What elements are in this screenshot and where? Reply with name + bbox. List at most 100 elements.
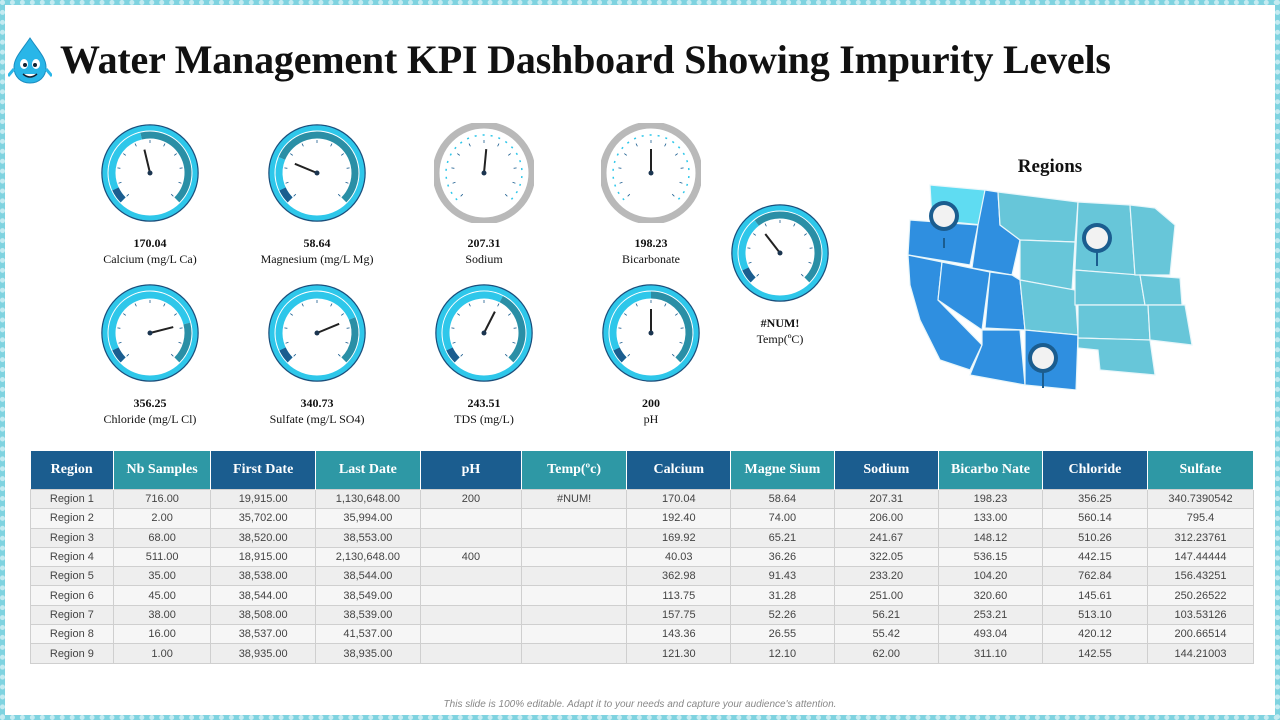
table-row: Region 6 45.00 38,544.00 38,549.00 113.75 31.… [30,585,1254,606]
table-row: Region 1 716.00 19,915.00 1,130,648.00 200 #N… [30,488,1254,510]
table-cell: 356.25 [1041,488,1149,510]
map-region-utah[interactable] [984,271,1026,331]
table-cell [520,585,628,606]
gauge-needle [483,311,496,334]
table-cell: 52.26 [730,604,835,626]
table-cell: 38,544.00 [314,566,421,587]
table-cell: 65.21 [730,527,835,548]
column-header[interactable]: Last Date [315,451,421,490]
column-header[interactable]: Nb Samples [113,451,212,490]
table-cell: 2.00 [112,508,212,529]
gauge-label: Calcium (mg/L Ca) [103,252,197,266]
gauge-value: 243.51 [467,396,501,410]
column-header[interactable]: Temp(ºc) [521,451,628,490]
map-pin-icon[interactable] [929,201,959,248]
table-cell: Region 6 [30,585,114,606]
table-cell: 144.21003 [1147,643,1254,664]
table-cell: 41,537.00 [314,624,421,645]
table-cell: 157.75 [626,604,732,626]
table-cell: 142.55 [1041,643,1149,664]
table-cell: 18,915.00 [210,546,316,568]
table-cell [419,566,522,587]
table-row: Region 2 2.00 35,702.00 35,994.00 192.40 74.0… [30,508,1254,529]
column-header[interactable]: Region [30,451,114,490]
table-cell: 143.36 [626,624,732,645]
map-region-arizona[interactable] [969,329,1026,386]
table-cell: 62.00 [833,643,940,664]
table-cell: Region 3 [30,527,114,548]
table-row: Region 8 16.00 38,537.00 41,537.00 143.36 26.… [30,624,1254,645]
table-cell: 442.15 [1041,546,1149,568]
column-header[interactable]: Bicarbo Nate [938,451,1043,490]
gauge-value: 207.31 [467,236,501,250]
table-cell: 311.10 [938,643,1043,664]
table-cell: 1.00 [112,643,212,664]
gauge-needle [149,326,174,334]
table-cell: 133.00 [938,508,1043,529]
gauge-value: 198.23 [634,236,668,250]
gauge-needle [483,149,488,174]
table-cell: 716.00 [112,488,212,510]
gauge-needle [316,322,340,334]
map-region-iowa[interactable] [1139,274,1183,306]
gauge-value: 170.04 [133,236,167,250]
table-header-row: Region Nb Samples First Date Last Date pH Tem… [30,451,1254,490]
column-header[interactable]: pH [420,451,522,490]
map-pin-icon[interactable] [1028,343,1058,388]
table-cell: Region 7 [30,604,114,626]
gauge-label: Chloride (mg/L Cl) [103,412,197,426]
table-cell: 493.04 [938,624,1043,645]
gauge-needle [143,149,151,174]
table-cell: 192.40 [626,508,732,529]
table-cell: 148.12 [938,527,1043,548]
table-cell [419,527,522,548]
map-region-missouri[interactable] [1147,304,1193,346]
gauge-temp [731,204,829,302]
gauge-value: 200 [642,396,660,410]
column-header[interactable]: First Date [210,451,316,490]
table-cell: 35.00 [112,566,212,587]
table-row: Region 3 68.00 38,520.00 38,553.00 169.92 65.… [30,527,1254,548]
table-cell [520,604,628,626]
regions-map [907,184,1193,390]
table-cell [419,624,522,645]
table-cell: 198.23 [938,488,1043,510]
table-cell [520,508,628,529]
table-cell: 38,537.00 [210,624,316,645]
table-cell: 207.31 [833,488,940,510]
table-cell: 400 [419,546,522,568]
gauge-needle [764,233,781,254]
map-pin-icon[interactable] [1082,223,1112,266]
water-drop-mascot-icon [8,37,52,84]
map-region-oklahoma[interactable] [1077,337,1156,376]
gauge-calcium [101,124,199,222]
table-body: Region 1 716.00 19,915.00 1,130,648.00 200 #N… [30,488,1254,664]
map-region-kansas[interactable] [1077,304,1151,341]
table-cell [520,527,628,548]
column-header[interactable]: Sulfate [1147,451,1254,490]
gauge-value: 340.73 [300,396,334,410]
table-cell: 241.67 [833,527,940,548]
table-cell: 206.00 [833,508,940,529]
table-cell: 145.61 [1041,585,1149,606]
table-cell: 511.00 [112,546,212,568]
column-header[interactable]: Sodium [834,451,940,490]
table-cell: 16.00 [112,624,212,645]
table-cell: Region 8 [30,624,114,645]
gauge-needle [294,162,318,174]
column-header[interactable]: Calcium [626,451,732,490]
table-cell: 362.98 [626,566,732,587]
table-cell [419,604,522,626]
table-cell: 38,539.00 [314,604,421,626]
column-header[interactable]: Magne Sium [730,451,835,490]
table-cell: 104.20 [938,566,1043,587]
table-cell: 38,520.00 [210,527,316,548]
table-cell: 1,130,648.00 [314,488,421,510]
table-cell: 250.26522 [1147,585,1254,606]
table-row: Region 4 511.00 18,915.00 2,130,648.00 400 40… [30,546,1254,568]
gauge-label: Bicarbonate [622,252,680,266]
column-header[interactable]: Chloride [1042,451,1149,490]
table-cell: 156.43251 [1147,566,1254,587]
page-title: Water Management KPI Dashboard Showing I… [60,37,1111,82]
map-region-minnesota[interactable] [1129,204,1176,276]
